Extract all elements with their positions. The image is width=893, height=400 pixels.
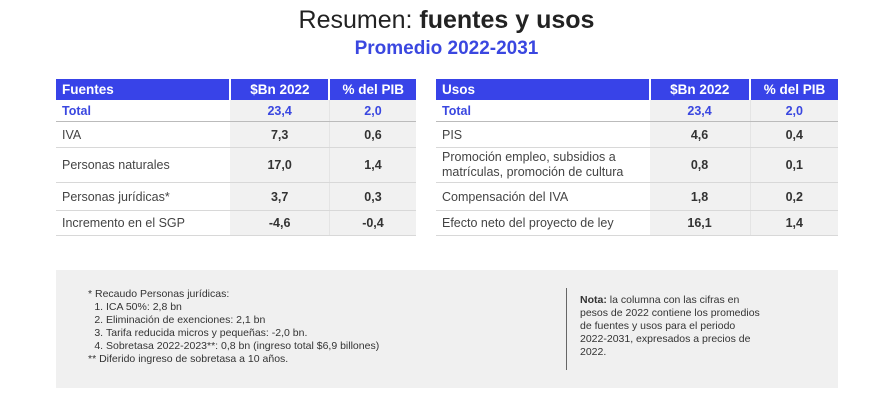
table-row: Personas jurídicas* 3,7 0,3 — [56, 182, 416, 211]
footnote-item: Tarifa reducida micros y pequeñas: -2,0 … — [106, 327, 379, 340]
row-label: Total — [56, 100, 231, 122]
footnote-list: ICA 50%: 2,8 bn Eliminación de exencione… — [88, 301, 379, 353]
row-label: IVA — [56, 121, 231, 148]
cell-bn: 0,8 — [649, 147, 751, 183]
column-header: $Bn 2022 — [649, 79, 752, 100]
table-row: PIS 4,6 0,4 — [436, 121, 838, 148]
table-row: Promoción empleo, subsidios a matrículas,… — [436, 147, 838, 183]
table-row-total: Total 23,4 2,0 — [56, 100, 416, 122]
row-label: PIS — [436, 121, 650, 148]
table-row-total: Total 23,4 2,0 — [436, 100, 838, 122]
column-header: % del PIB — [750, 79, 838, 100]
cell-pib: 2,0 — [749, 100, 838, 122]
cell-pib: 0,2 — [749, 182, 838, 211]
table-row: Efecto neto del proyecto de ley 16,1 1,4 — [436, 210, 838, 236]
cell-pib: 0,6 — [328, 121, 416, 148]
cell-pib: 1,4 — [749, 210, 838, 236]
table-row: IVA 7,3 0,6 — [56, 121, 416, 148]
cell-pib: 0,4 — [749, 121, 838, 148]
row-label: Personas jurídicas* — [56, 182, 231, 211]
cell-pib: 2,0 — [328, 100, 416, 122]
page-title: Resumen: fuentes y usos — [0, 4, 893, 36]
footnote-item: ICA 50%: 2,8 bn — [106, 301, 379, 314]
row-label-line-1: Promoción empleo, subsidios a — [442, 150, 616, 164]
row-label: Promoción empleo, subsidios a matrículas,… — [436, 147, 650, 183]
cell-bn: 7,3 — [230, 121, 330, 148]
divider — [566, 288, 567, 370]
column-header: $Bn 2022 — [230, 79, 331, 100]
cell-pib: 0,1 — [749, 147, 838, 183]
title-regular: Resumen: — [298, 6, 420, 34]
note-label: Nota: — [580, 294, 607, 306]
cell-bn: 16,1 — [649, 210, 751, 236]
row-label: Compensación del IVA — [436, 182, 650, 211]
footnotes: * Recaudo Personas jurídicas: ICA 50%: 2… — [88, 288, 379, 366]
title-bold: fuentes y usos — [419, 6, 595, 34]
cell-pib: 1,4 — [328, 147, 416, 183]
cell-bn: 3,7 — [230, 182, 330, 211]
table-header-row: Usos $Bn 2022 % del PIB — [436, 79, 838, 100]
column-header: Fuentes — [56, 79, 232, 100]
table-header-row: Fuentes $Bn 2022 % del PIB — [56, 79, 416, 100]
footnote-intro: * Recaudo Personas jurídicas: — [88, 288, 230, 300]
row-label: Incremento en el SGP — [56, 210, 231, 236]
footnote-outro: ** Diferido ingreso de sobretasa a 10 añ… — [88, 353, 289, 365]
table-row: Incremento en el SGP -4,6 -0,4 — [56, 210, 416, 236]
cell-bn: 23,4 — [230, 100, 330, 122]
note-text: Nota: la columna con las cifras en pesos… — [580, 294, 760, 359]
table-row: Personas naturales 17,0 1,4 — [56, 147, 416, 183]
column-header: Usos — [436, 79, 651, 100]
notes-panel: * Recaudo Personas jurídicas: ICA 50%: 2… — [56, 270, 838, 388]
fuentes-table: Fuentes $Bn 2022 % del PIB Total 23,4 2,… — [56, 79, 416, 236]
row-label: Efecto neto del proyecto de ley — [436, 210, 650, 236]
table-row: Compensación del IVA 1,8 0,2 — [436, 182, 838, 211]
cell-bn: 1,8 — [649, 182, 751, 211]
cell-bn: 17,0 — [230, 147, 330, 183]
row-label-line-2: matrículas, promoción de cultura — [442, 165, 624, 179]
footnote-item: Sobretasa 2022-2023**: 0,8 bn (ingreso t… — [106, 340, 379, 353]
row-label: Total — [436, 100, 650, 122]
usos-table: Usos $Bn 2022 % del PIB Total 23,4 2,0 P… — [436, 79, 838, 236]
footnote-item: Eliminación de exenciones: 2,1 bn — [106, 314, 379, 327]
cell-pib: 0,3 — [328, 182, 416, 211]
cell-bn: -4,6 — [230, 210, 330, 236]
cell-bn: 4,6 — [649, 121, 751, 148]
cell-bn: 23,4 — [649, 100, 751, 122]
row-label: Personas naturales — [56, 147, 231, 183]
note-body: la columna con las cifras en pesos de 20… — [580, 294, 760, 358]
column-header: % del PIB — [329, 79, 416, 100]
page-subtitle: Promedio 2022-2031 — [354, 38, 539, 59]
cell-pib: -0,4 — [328, 210, 416, 236]
